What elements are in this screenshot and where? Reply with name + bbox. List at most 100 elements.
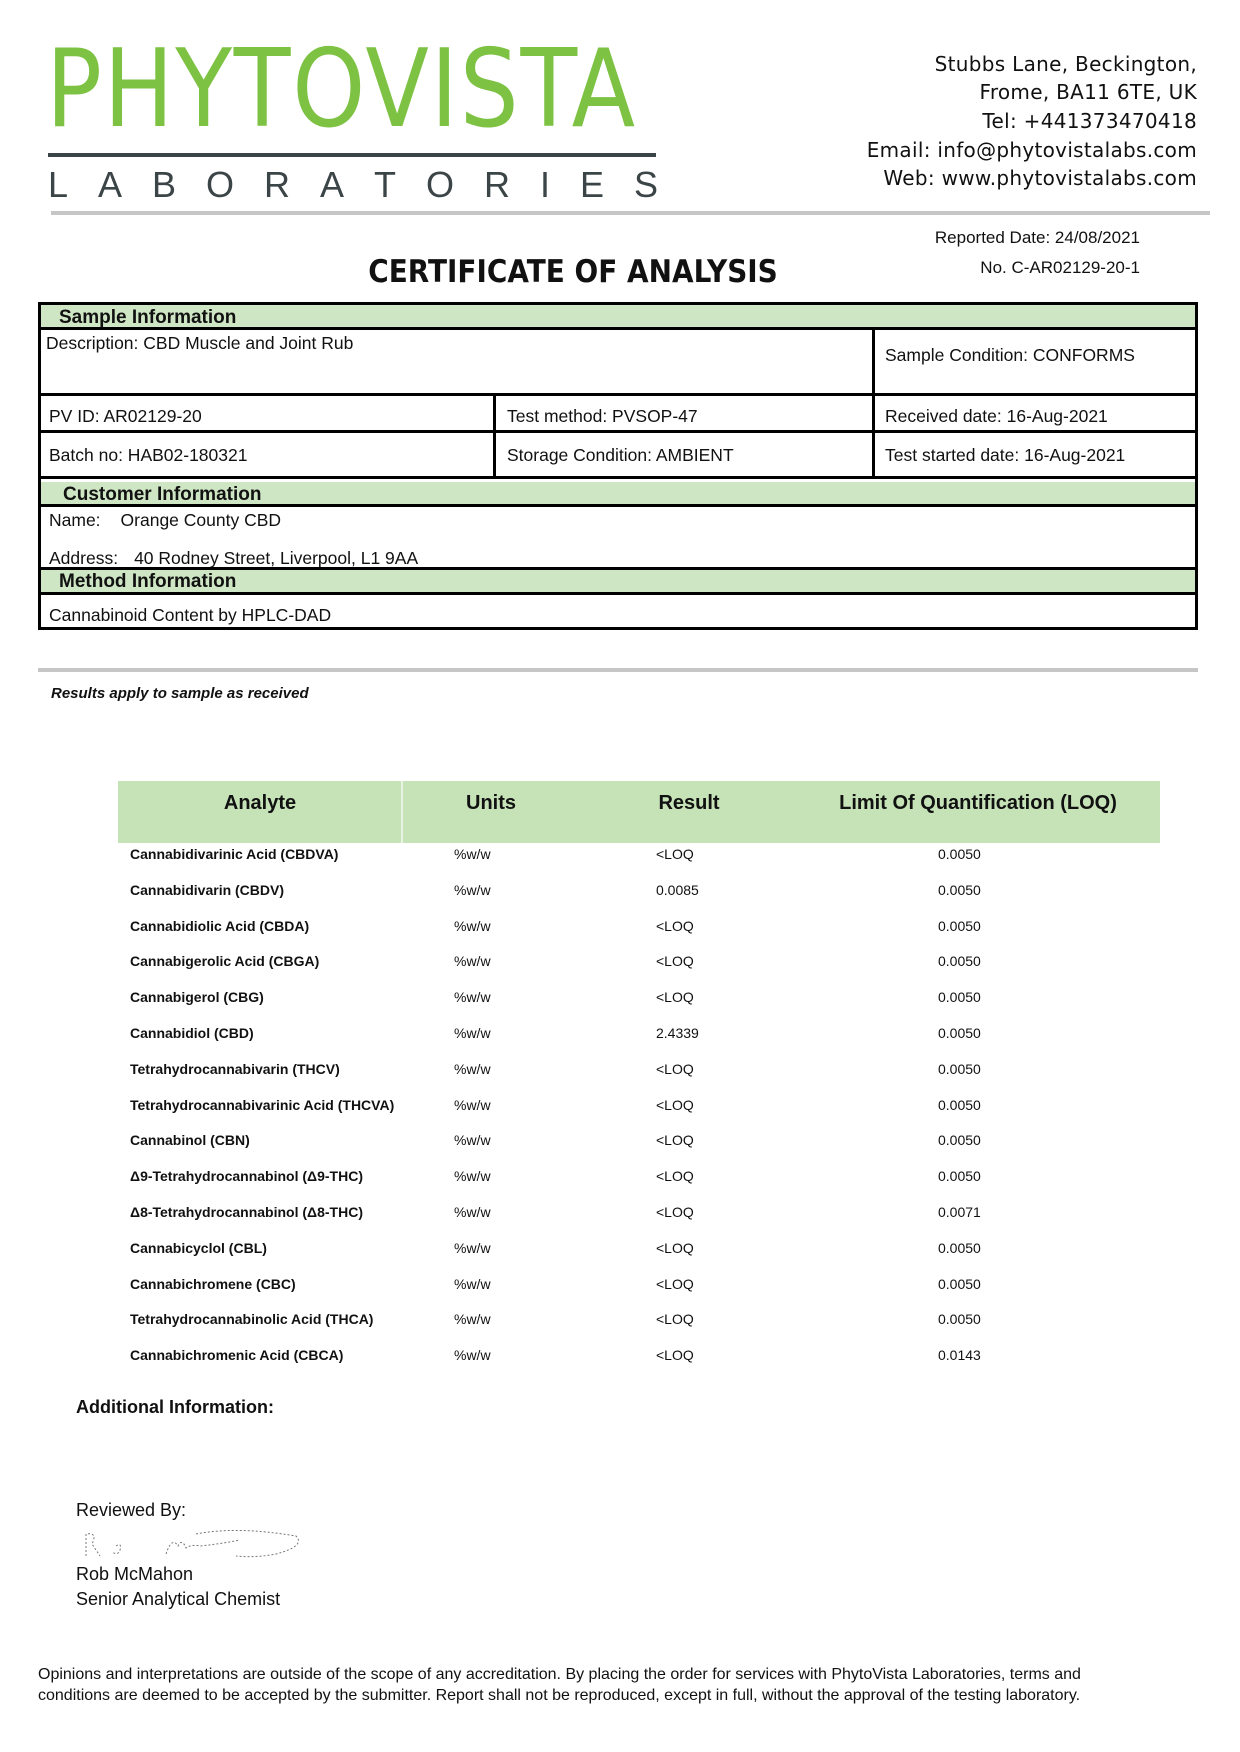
units-cell: %w/w [454,1204,491,1220]
sample-condition: Sample Condition: CONFORMS [885,345,1135,365]
address-line2: Frome, BA11 6TE, UK [979,80,1197,104]
sample-info-header: Sample Information [41,305,1195,328]
result-cell: <LOQ [656,917,694,934]
table-row: Cannabicyclol (CBL) %w/w <LOQ 0.0050 [0,1240,1240,1270]
analyte-cell: Tetrahydrocannabivarin (THCV) [130,1060,340,1077]
page-title: CERTIFICATE OF ANALYSIS [368,254,778,290]
units-cell: %w/w [454,1132,491,1149]
logo-letter: L [48,164,69,205]
units-cell: %w/w [454,917,491,934]
table-row: Δ9-Tetrahydrocannabinol (Δ9-THC) %w/w <LOQ… [0,1168,1240,1198]
loq-cell: 0.0050 [938,1239,981,1256]
analyte-cell: Cannabidivarinic Acid (CBDVA) [130,846,339,862]
results-note: Results apply to sample as received [51,685,309,702]
analyte-cell: Cannabidiol (CBD) [130,1025,254,1041]
units-cell: %w/w [454,1060,491,1077]
result-cell: <LOQ [656,1311,694,1328]
logo-letter: A [320,164,345,205]
logo-letter: O [206,164,235,205]
test-started-date: Test started date: 16-Aug-2021 [885,445,1126,465]
reported-date: Reported Date: 24/08/2021 [934,228,1140,247]
reviewer-role: Senior Analytical Chemist [76,1589,281,1609]
logo-letter: B [152,164,177,205]
units-cell: %w/w [454,846,491,862]
sample-description: Description: CBD Muscle and Joint Rub [46,333,354,353]
customer-name: Name: Orange County CBD [49,510,281,531]
table-row: Tetrahydrocannabivarinic Acid (THCVA) %w/… [0,1097,1240,1127]
units-cell: %w/w [454,1239,491,1256]
loq-cell: 0.0050 [938,953,981,970]
result-cell: <LOQ [656,1132,694,1149]
address-line1: Stubbs Lane, Beckington, [934,52,1197,76]
column-header-loq: Limit Of Quantification (LOQ) [839,792,1117,814]
result-cell: 0.0085 [656,881,699,898]
customer-info-header: Customer Information [41,482,1195,505]
column-header-result: Result [658,792,720,814]
analyte-cell: Tetrahydrocannabinolic Acid (THCA) [130,1311,374,1328]
loq-cell: 0.0050 [938,846,981,862]
customer-address-value: 40 Rodney Street, Liverpool, L1 9AA [134,548,419,568]
table-row: Cannabidiol (CBD) %w/w 2.4339 0.0050 [0,1025,1240,1055]
method-text: Cannabinoid Content by HPLC-DAD [49,605,332,625]
logo-letter: O [425,164,454,205]
loq-cell: 0.0050 [938,917,981,934]
units-cell: %w/w [454,1347,491,1364]
result-cell: <LOQ [656,1347,694,1364]
address-tel: Tel: +441373470418 [982,109,1197,133]
logo-letter: I [539,164,550,205]
loq-cell: 0.0050 [938,881,981,898]
table-row: Cannabichromene (CBC) %w/w <LOQ 0.0050 [0,1276,1240,1306]
column-header-units: Units [466,792,516,814]
logo-letter: R [483,164,510,205]
loq-cell: 0.0050 [938,989,981,1006]
analyte-cell: Cannabicyclol (CBL) [130,1239,267,1256]
additional-info-label: Additional Information: [76,1397,274,1417]
logo-letter: A [98,164,123,205]
logo-wordmark: PHYTOVISTA [46,27,637,152]
result-cell: 2.4339 [656,1025,699,1041]
customer-address: Address: 40 Rodney Street, Liverpool, L1 … [49,548,418,569]
address-web: Web: www.phytovistalabs.com [883,166,1197,190]
logo-letter: S [633,164,658,205]
units-cell: %w/w [454,1311,491,1328]
table-row: Tetrahydrocannabivarin (THCV) %w/w <LOQ 0.0… [0,1061,1240,1091]
table-row: Cannabinol (CBN) %w/w <LOQ 0.0050 [0,1132,1240,1162]
table-row: Cannabigerol (CBG) %w/w <LOQ 0.0050 [0,989,1240,1019]
storage-condition: Storage Condition: AMBIENT [507,445,734,465]
analyte-cell: Δ9-Tetrahydrocannabinol (Δ9-THC) [130,1168,363,1185]
units-cell: %w/w [454,1168,491,1185]
analyte-cell: Cannabichromene (CBC) [130,1275,296,1292]
loq-cell: 0.0050 [938,1060,981,1077]
units-cell: %w/w [454,881,491,898]
table-row: Δ8-Tetrahydrocannabinol (Δ8-THC) %w/w <LOQ… [0,1204,1240,1234]
units-cell: %w/w [454,1096,491,1113]
result-cell: <LOQ [656,846,694,862]
table-row: Cannabidivarinic Acid (CBDVA) %w/w <LOQ 0.0… [0,846,1240,876]
result-cell: <LOQ [656,953,694,970]
customer-name-label: Name: [49,510,101,530]
method-info-header: Method Information [41,570,1195,592]
disclaimer: Opinions and interpretations are outside… [38,1666,1081,1704]
result-cell: <LOQ [656,1060,694,1077]
loq-cell: 0.0050 [938,1132,981,1149]
result-cell: <LOQ [656,1275,694,1292]
table-row: Cannabigerolic Acid (CBGA) %w/w <LOQ 0.0050 [0,953,1240,983]
results-table-header: Analyte Units Result Limit Of Quantifica… [118,781,1160,843]
reviewed-by-label: Reviewed By: [76,1500,187,1520]
signature-image [85,1529,299,1558]
customer-address-label: Address: [49,548,119,568]
result-cell: <LOQ [656,989,694,1006]
table-row: Tetrahydrocannabinolic Acid (THCA) %w/w <L… [0,1311,1240,1341]
test-method: Test method: PVSOP-47 [507,406,698,426]
loq-cell: 0.0050 [938,1096,981,1113]
batch-number: Batch no: HAB02-180321 [49,445,248,465]
received-date: Received date: 16-Aug-2021 [885,406,1108,426]
analyte-cell: Cannabigerolic Acid (CBGA) [130,953,320,970]
logo-letter: R [264,164,291,205]
loq-cell: 0.0050 [938,1311,981,1328]
logo-letter: T [374,164,396,205]
column-header-analyte: Analyte [223,792,297,814]
section-rule [38,668,1198,672]
table-row: Cannabichromenic Acid (CBCA) %w/w <LOQ 0.01… [0,1347,1240,1377]
